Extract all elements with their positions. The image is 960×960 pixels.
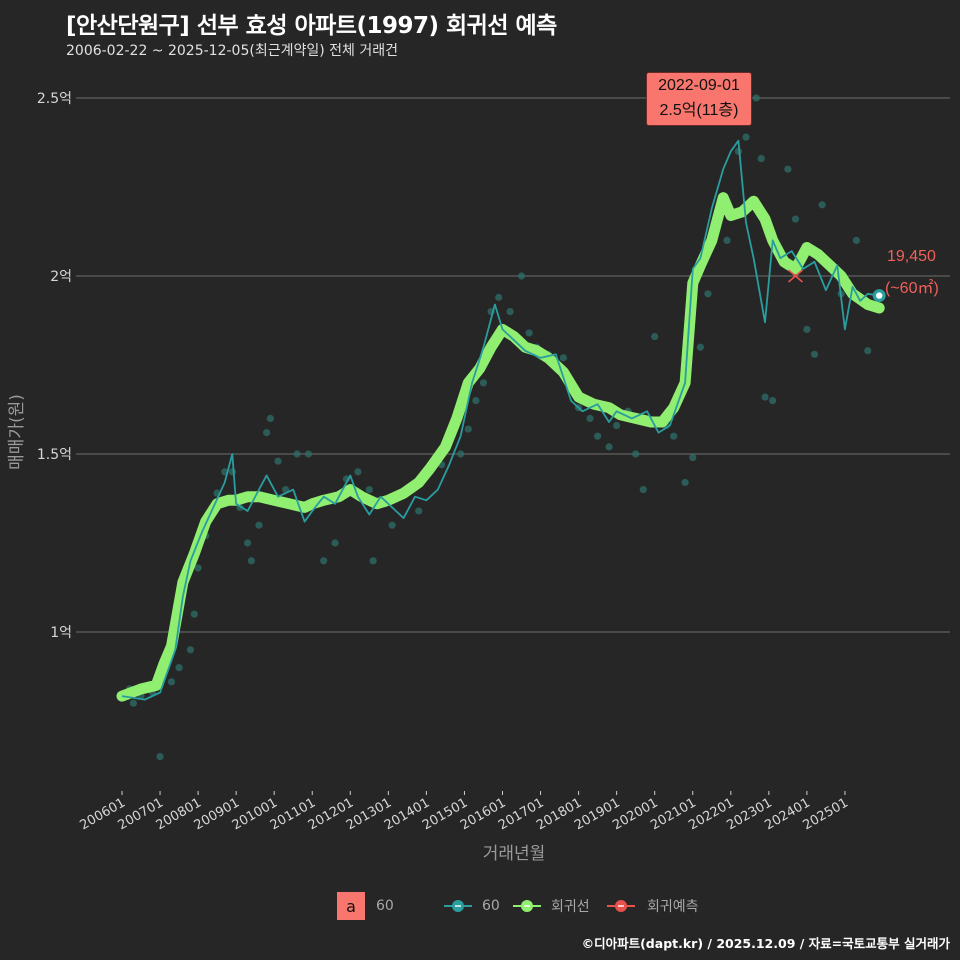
scatter-point [472,397,480,405]
scatter-point [175,664,183,672]
legend-regression-icon [513,900,541,912]
scatter-point [757,154,765,163]
scatter-point [320,557,328,565]
scatter-point [331,539,339,547]
scatter-point [689,453,697,462]
scatter-point [605,443,613,451]
scatter-point [304,450,313,458]
prediction-x-icon [787,269,804,283]
scatter-points [126,94,872,761]
prediction-value-label: 19,450 [887,248,936,265]
legend-a-label: 60 [376,898,394,914]
scatter-point [365,486,373,494]
latest-point-center [875,292,883,299]
y-tick-label: 1억 [50,625,72,641]
series-60-line [121,139,886,701]
scatter-point [704,290,712,298]
legend-item-regression[interactable]: 회귀선 [513,890,590,922]
scatter-point [723,236,731,244]
y-tick-label: 2.5억 [37,91,72,107]
scatter-point [639,486,647,494]
scatter-point [525,329,533,337]
source-caption: ©디아파트(dapt.kr) / 2025.12.09 / 자료=국토교통부 실… [581,936,950,951]
scatter-point [464,425,472,433]
legend-a-key: a 60 [337,890,394,922]
scatter-point [129,699,138,707]
prediction-marker [787,269,804,283]
scatter-point [369,557,377,565]
y-tick-label: 1.5억 [37,447,72,463]
chart-title: [안산단원구] 선부 효성 아파트(1997) 회귀선 예측 [66,13,557,39]
regression-line [116,192,885,702]
scatter-point [415,507,423,515]
legend: a 60 60 회귀선 회귀예측 [0,890,960,922]
scatter-point [167,678,176,686]
scatter-point [274,457,282,465]
scatter-point [761,393,769,401]
legend-prediction-label: 회귀예측 [647,899,699,915]
scatter-point [613,421,621,430]
scatter-point [186,646,195,654]
legend-regression-label: 회귀선 [551,899,590,915]
scatter-point [354,468,362,476]
legend-a-box: a [337,892,365,920]
scatter-point [803,325,811,333]
scatter-point [457,450,465,458]
series-60-path [121,139,880,701]
scatter-point [156,753,164,761]
scatter-point [293,450,301,458]
scatter-point [190,610,198,618]
regression-path [116,192,885,702]
prediction-area-label: (~60㎡) [885,280,939,297]
y-axis-ticks: 1억 1.5억 2억 2.5억 [37,91,72,641]
scatter-point [255,521,263,529]
scatter-point [791,215,800,223]
grid-lines [76,97,950,633]
scatter-point [769,397,777,405]
highlight-tooltip: 2022-09-01 2.5억(11층) [646,72,752,126]
scatter-point [651,332,659,341]
scatter-point [194,564,202,572]
scatter-point [818,201,826,209]
y-tick-label: 2억 [50,269,72,285]
scatter-point [681,478,689,487]
x-axis-title: 거래년월 [483,844,546,864]
scatter-point [517,272,526,280]
scatter-point [479,379,488,387]
legend-item-60[interactable]: 60 [444,890,500,922]
scatter-point [696,343,704,351]
scatter-point [559,354,567,362]
scatter-point [506,308,514,316]
legend-prediction-icon [607,900,635,912]
scatter-point [228,468,236,476]
scatter-point [247,557,255,565]
scatter-point [852,236,860,244]
scatter-point [670,432,678,440]
chart-subtitle: 2006-02-22 ~ 2025-12-05(최근계약일) 전체 거래건 [66,43,398,59]
legend-item-prediction[interactable]: 회귀예측 [607,890,699,922]
scatter-point [742,133,750,141]
scatter-point [632,450,640,458]
y-axis-title: 매매가(원) [7,394,27,470]
tooltip-date: 2022-09-01 [658,77,740,94]
scatter-point [266,414,274,422]
scatter-point [495,293,503,301]
tooltip-value: 2.5억(11층) [659,102,739,119]
scatter-point [864,347,872,355]
scatter-point [784,165,792,173]
scatter-point [752,94,760,102]
scatter-point [810,350,819,358]
scatter-point [262,429,271,437]
scatter-point [243,539,252,547]
scatter-point [594,432,602,440]
legend-60-icon [444,900,472,912]
scatter-point [388,521,396,529]
x-axis-ticks: 2006012007012008012009012010012011012012… [78,791,851,833]
scatter-point [586,414,594,422]
legend-60-label: 60 [482,898,500,914]
